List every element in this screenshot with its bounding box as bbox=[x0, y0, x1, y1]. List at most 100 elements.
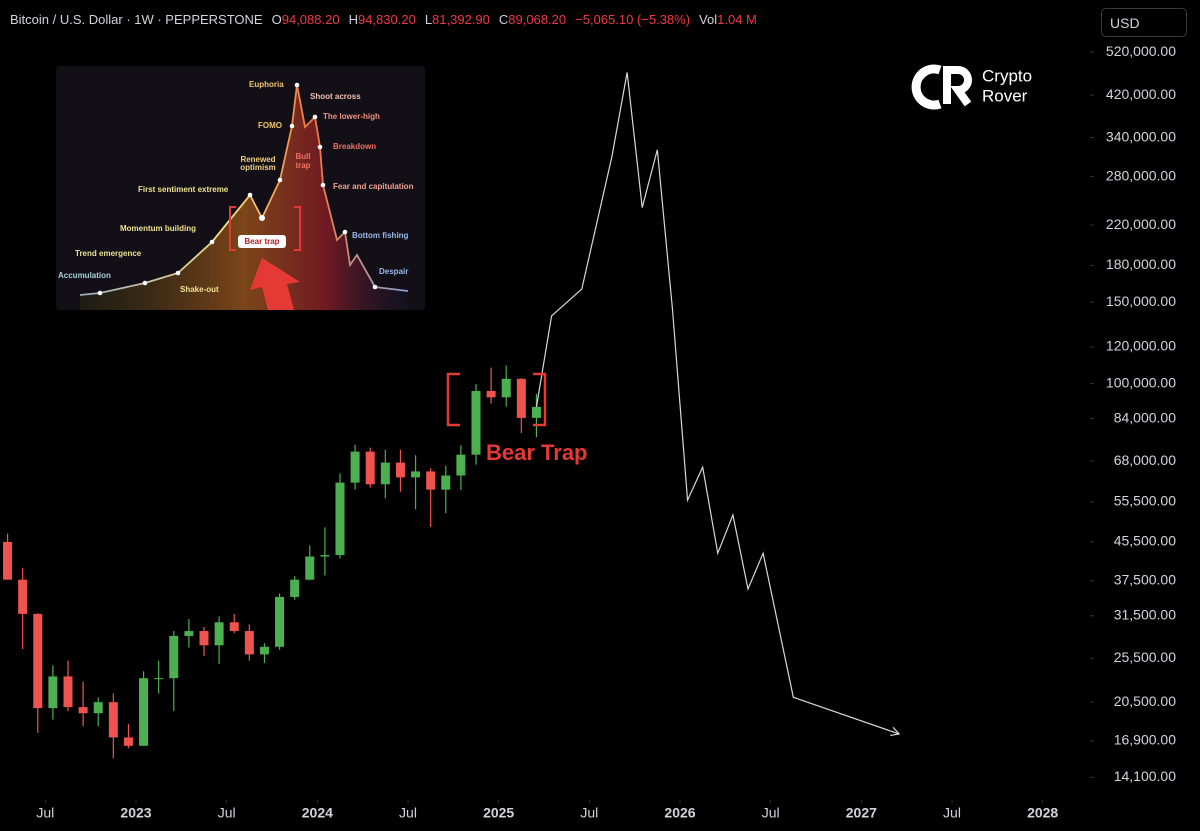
inset-tag bbox=[238, 235, 286, 248]
candle-body bbox=[441, 475, 451, 490]
volume: 1.04 M bbox=[717, 12, 757, 27]
x-tick-label: 2024 bbox=[302, 805, 333, 821]
candle-body bbox=[48, 676, 58, 709]
candle-body bbox=[78, 707, 88, 714]
candle-body bbox=[33, 613, 43, 709]
candle-body bbox=[169, 635, 179, 679]
annotation-bracket bbox=[446, 372, 547, 427]
candle-body bbox=[93, 702, 103, 714]
y-tick-label: 180,000.00 bbox=[1106, 256, 1176, 272]
symbol: Bitcoin / U.S. Dollar · 1W · PEPPERSTONE bbox=[10, 12, 263, 27]
inset-arrow bbox=[250, 258, 300, 310]
candle-body bbox=[229, 622, 239, 632]
logo-r bbox=[943, 66, 972, 107]
candle-body bbox=[154, 678, 164, 680]
y-tick-label: 37,500.00 bbox=[1114, 571, 1176, 587]
inset-label: Bear trap bbox=[244, 237, 279, 246]
inset-label: Bottom fishing bbox=[352, 231, 409, 240]
candle-body bbox=[244, 631, 254, 655]
inset: Euphoria Shoot across FOMO The lower-hig… bbox=[56, 66, 425, 310]
field-key: H bbox=[348, 12, 358, 27]
x-tick-label: Jul bbox=[218, 805, 236, 821]
inset-label: optimism bbox=[240, 163, 276, 172]
candle-body bbox=[350, 451, 360, 483]
header: Bitcoin / U.S. Dollar · 1W · PEPPERSTONE… bbox=[10, 12, 757, 27]
field-key: L bbox=[424, 12, 433, 27]
y-tick-label: 420,000.00 bbox=[1106, 86, 1176, 102]
candle-body bbox=[471, 390, 481, 455]
projection-arrowhead bbox=[890, 726, 901, 737]
candle-body bbox=[411, 471, 421, 478]
x-tick-label: 2023 bbox=[120, 805, 151, 821]
candle-body bbox=[214, 622, 224, 646]
y-tick-label: 14,100.00 bbox=[1114, 768, 1176, 784]
field-value: 89,068.20 bbox=[508, 12, 567, 27]
field-key: C bbox=[498, 12, 509, 27]
y-tick-label: 520,000.00 bbox=[1106, 43, 1176, 59]
y-tick-label: 150,000.00 bbox=[1106, 293, 1176, 309]
y-tick-label: 280,000.00 bbox=[1106, 167, 1176, 183]
inset-label: First sentiment extreme bbox=[138, 185, 229, 194]
candle-body bbox=[139, 678, 149, 746]
x-tick-label: Jul bbox=[943, 805, 961, 821]
inset-label: Despair bbox=[379, 267, 408, 276]
candle-body bbox=[63, 676, 73, 708]
candle-body bbox=[395, 462, 405, 478]
currency-button[interactable]: USD bbox=[1101, 8, 1187, 37]
inset-label: trap bbox=[295, 161, 310, 170]
candle-body bbox=[123, 737, 133, 746]
volume-key: Vol bbox=[699, 12, 718, 27]
inset-label: Momentum building bbox=[120, 224, 196, 233]
inset-points bbox=[97, 82, 378, 296]
candle-body bbox=[3, 541, 13, 580]
candle-body bbox=[501, 378, 511, 398]
field-value: 94,088.20 bbox=[281, 12, 340, 27]
logo: Crypto Rover bbox=[911, 64, 1032, 110]
candle-body bbox=[108, 702, 118, 738]
candle-body bbox=[531, 406, 541, 418]
y-tick-label: 340,000.00 bbox=[1106, 128, 1176, 144]
y-tick-label: 84,000.00 bbox=[1114, 409, 1176, 425]
candle-body bbox=[380, 462, 390, 485]
projection-line bbox=[535, 72, 900, 735]
field-value: 94,830.20 bbox=[357, 12, 416, 27]
inset-label: Trend emergence bbox=[75, 249, 142, 258]
candle-body bbox=[18, 579, 28, 614]
inset-area bbox=[80, 85, 408, 310]
y-tick-label: 20,500.00 bbox=[1114, 693, 1176, 709]
y-tick-label: 45,500.00 bbox=[1114, 533, 1176, 549]
logo-c bbox=[911, 64, 942, 110]
inset-label: Fear and capitulation bbox=[333, 182, 414, 191]
inset-curve bbox=[79, 84, 409, 296]
candle-body bbox=[516, 378, 526, 418]
y-tick-label: 68,000.00 bbox=[1114, 452, 1176, 468]
brand-text: Rover bbox=[982, 86, 1028, 105]
candle-body bbox=[305, 556, 315, 580]
candle-body bbox=[320, 555, 330, 557]
inset-label: Breakdown bbox=[333, 142, 376, 151]
candle-body bbox=[365, 451, 375, 485]
plot-area: 520,000.00 420,000.00 340,000.00 280,000.00… bbox=[3, 43, 1176, 821]
y-tick-label: 16,900.00 bbox=[1114, 732, 1176, 748]
y-tick-label: 100,000.00 bbox=[1106, 374, 1176, 390]
inset-label: Renewed bbox=[240, 155, 275, 164]
inset-label: FOMO bbox=[258, 121, 282, 130]
x-tick-label: Jul bbox=[36, 805, 54, 821]
y-tick-label: 31,500.00 bbox=[1114, 607, 1176, 623]
inset-bracket bbox=[229, 206, 301, 251]
y-tick-label: 55,500.00 bbox=[1114, 493, 1176, 509]
field-key: O bbox=[271, 12, 282, 27]
candle-body bbox=[259, 646, 269, 655]
y-tick-label: 120,000.00 bbox=[1106, 338, 1176, 354]
inset-label: Euphoria bbox=[249, 80, 284, 89]
brand-text: Crypto bbox=[982, 66, 1032, 85]
x-tick-label: 2027 bbox=[846, 805, 877, 821]
x-tick-label: 2028 bbox=[1027, 805, 1058, 821]
candle-body bbox=[275, 596, 285, 647]
x-tick-label: 2025 bbox=[483, 805, 514, 821]
x-tick-label: Jul bbox=[580, 805, 598, 821]
inset-label: Accumulation bbox=[58, 271, 111, 280]
x-tick-label: Jul bbox=[762, 805, 780, 821]
